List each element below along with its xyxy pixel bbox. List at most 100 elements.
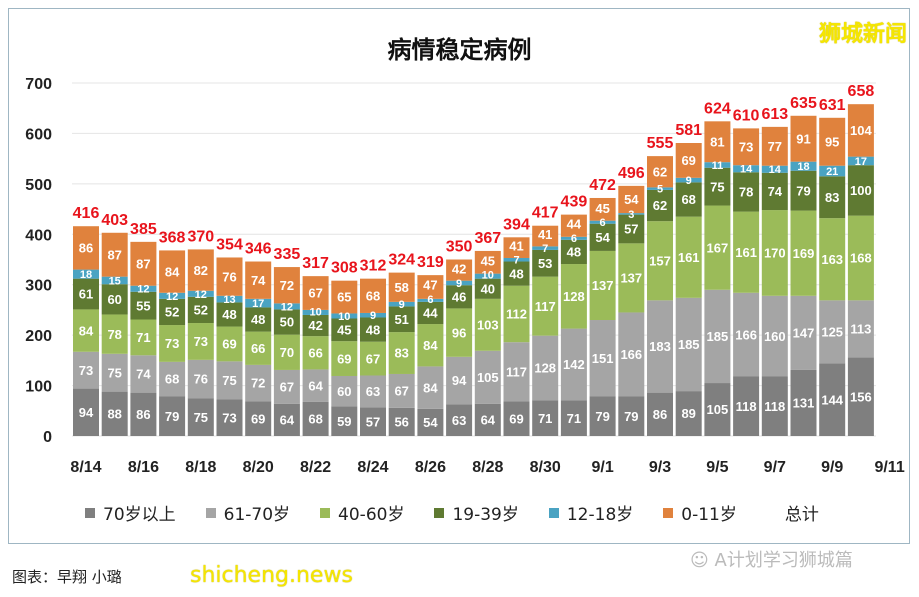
segment-label: 66 [308, 345, 322, 360]
segment-label: 48 [509, 266, 523, 281]
segment-label: 100 [850, 183, 872, 198]
segment-label: 81 [710, 134, 724, 149]
segment-label: 168 [850, 251, 872, 266]
segment-label: 70 [280, 345, 294, 360]
bar-segment [733, 292, 760, 377]
bar-segment [503, 257, 530, 262]
bar-segment [101, 284, 128, 315]
legend-label: 70岁以上 [103, 505, 176, 525]
segment-label: 137 [592, 278, 614, 293]
segment-label: 78 [739, 185, 753, 200]
segment-label: 45 [337, 323, 351, 338]
segment-label: 163 [821, 252, 843, 267]
segment-label: 67 [280, 380, 294, 395]
bar-segment [589, 396, 616, 436]
segment-label: 131 [793, 396, 815, 411]
segment-label: 137 [620, 271, 642, 286]
segment-label: 46 [452, 289, 466, 304]
bar-segment [474, 350, 501, 404]
bar-segment [790, 295, 817, 370]
bar-segment [159, 361, 186, 397]
segment-label: 40 [481, 281, 495, 296]
y-tick-label: 400 [25, 227, 52, 244]
legend-label: 61-70岁 [223, 505, 291, 525]
legend-item: 40-60岁 [320, 500, 404, 525]
bar-segment [618, 185, 645, 214]
bar-segment [245, 307, 272, 332]
bar-segment [503, 237, 530, 258]
segment-label: 183 [649, 339, 671, 354]
bar-segment [503, 342, 530, 402]
segment-label: 66 [251, 341, 265, 356]
segment-label: 86 [653, 407, 667, 422]
bar-segment [589, 220, 616, 224]
total-label: 368 [159, 229, 186, 246]
segment-label: 147 [793, 326, 815, 341]
bar-segment [819, 218, 846, 301]
segment-label: 117 [506, 364, 527, 379]
legend-swatch [434, 507, 445, 518]
segment-label: 87 [107, 247, 121, 262]
bar-segment [446, 285, 473, 309]
wechat-icon: ☺ [690, 550, 715, 571]
segment-label: 54 [423, 415, 438, 430]
segment-label: 42 [452, 261, 466, 276]
bar-segment [130, 319, 157, 356]
segment-label: 50 [280, 315, 294, 330]
bar-segment [331, 406, 358, 436]
segment-label: 48 [251, 312, 265, 327]
bar-segment [704, 162, 731, 168]
bar-segment [647, 392, 673, 436]
segment-label: 160 [764, 329, 786, 344]
bar-segment [532, 249, 559, 277]
chart-title: 病情稳定病例 [387, 36, 532, 64]
segment-label: 79 [796, 183, 810, 198]
bar-segment [101, 276, 128, 285]
legend: 70岁以上 61-70岁 40-60岁 19-39岁 12-18岁 0-11岁 总计 [85, 500, 849, 525]
segment-label: 105 [707, 402, 729, 417]
segment-label: 68 [165, 372, 179, 387]
x-tick-label: 9/7 [764, 459, 786, 476]
bar-segment [618, 214, 645, 244]
total-label: 308 [331, 260, 358, 277]
bar-segment [675, 182, 702, 217]
segment-label: 64 [308, 378, 323, 393]
segment-label: 14 [740, 164, 753, 176]
bar-segment [388, 373, 415, 408]
x-tick-label: 9/1 [591, 459, 613, 476]
bar-segment [647, 156, 673, 188]
segment-label: 45 [481, 253, 495, 268]
segment-label: 84 [165, 264, 180, 279]
segment-label: 10 [309, 307, 321, 319]
segment-label: 42 [308, 318, 322, 333]
bar-segment [560, 239, 587, 265]
segment-label: 48 [366, 322, 380, 337]
legend-label: 19-39岁 [452, 505, 519, 525]
bar-segment [503, 261, 530, 286]
segment-label: 64 [481, 413, 496, 428]
legend-item-total: 总计 [767, 500, 819, 525]
bar-segment [761, 165, 788, 173]
bar-segment [704, 121, 731, 163]
segment-label: 128 [563, 289, 585, 304]
bar-segment [761, 295, 788, 377]
y-tick-label: 300 [25, 278, 52, 295]
bar-segment [761, 376, 788, 436]
bar-segment [503, 285, 530, 343]
segment-label: 78 [107, 327, 121, 342]
bar-segment [130, 291, 157, 320]
segment-label: 112 [506, 307, 527, 322]
x-tick-label: 9/11 [874, 459, 904, 476]
bar-segment [417, 324, 444, 367]
segment-label: 72 [280, 278, 294, 293]
legend-swatch [663, 507, 674, 518]
bar-segment [446, 308, 473, 357]
bar-segment [73, 351, 99, 389]
bar-segment [819, 176, 846, 219]
bar-segment [847, 300, 874, 358]
bar-segment [560, 214, 587, 237]
total-label: 581 [675, 122, 702, 139]
bar-segment [331, 280, 358, 314]
segment-label: 57 [366, 414, 380, 429]
bar-segment [159, 396, 186, 436]
